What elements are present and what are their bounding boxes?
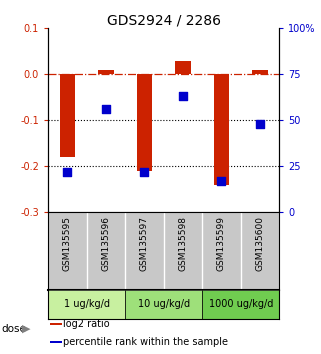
- Point: [103, 107, 108, 112]
- Bar: [125, 290, 202, 319]
- Text: GSM135598: GSM135598: [178, 216, 187, 271]
- Bar: [202, 290, 279, 319]
- Text: log2 ratio: log2 ratio: [64, 319, 110, 329]
- Bar: [98, 70, 114, 74]
- Text: GSM135599: GSM135599: [217, 216, 226, 271]
- Title: GDS2924 / 2286: GDS2924 / 2286: [107, 13, 221, 27]
- Text: GSM135600: GSM135600: [256, 216, 265, 271]
- Text: 1000 ug/kg/d: 1000 ug/kg/d: [209, 299, 273, 309]
- Bar: [50, 341, 62, 343]
- Text: GSM135596: GSM135596: [101, 216, 110, 271]
- Text: 1 ug/kg/d: 1 ug/kg/d: [64, 299, 110, 309]
- Point: [257, 121, 263, 127]
- Point: [219, 178, 224, 184]
- Text: GSM135595: GSM135595: [63, 216, 72, 271]
- Point: [142, 169, 147, 175]
- Text: 10 ug/kg/d: 10 ug/kg/d: [138, 299, 190, 309]
- Bar: [48, 290, 125, 319]
- Bar: [60, 74, 75, 157]
- Bar: [214, 74, 229, 185]
- Text: dose: dose: [2, 324, 26, 333]
- Bar: [137, 74, 152, 171]
- Text: percentile rank within the sample: percentile rank within the sample: [64, 337, 229, 347]
- Bar: [50, 322, 62, 325]
- Bar: [175, 61, 191, 74]
- Point: [180, 93, 186, 99]
- Text: GSM135597: GSM135597: [140, 216, 149, 271]
- Text: ▶: ▶: [22, 324, 30, 333]
- Point: [65, 169, 70, 175]
- Bar: [252, 70, 268, 74]
